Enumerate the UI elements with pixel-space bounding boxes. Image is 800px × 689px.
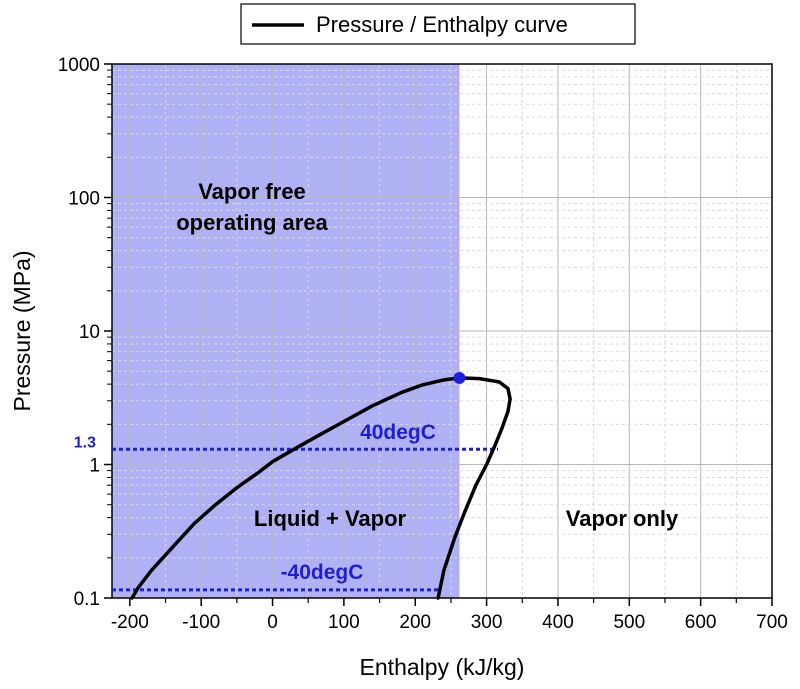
x-tick-label: -200 (111, 612, 149, 633)
x-tick-label: 500 (613, 612, 645, 633)
y-tick-label: 1000 (58, 55, 100, 76)
vapor-only-label: Vapor only (566, 506, 679, 531)
x-tick-label: 0 (267, 612, 278, 633)
critical-point-marker (453, 371, 466, 384)
x-axis-title: Enthalpy (kJ/kg) (360, 654, 525, 680)
liquid-vapor-label: Liquid + Vapor (254, 506, 407, 531)
y-tick-label: 100 (68, 189, 100, 210)
x-tick-label: 400 (542, 612, 574, 633)
region-label-line: operating area (176, 210, 328, 235)
isotherm-label: 40degC (360, 421, 436, 444)
x-tick-label: 600 (685, 612, 717, 633)
x-tick-label: 200 (399, 612, 431, 633)
pressure-marker-label: 1.3 (74, 434, 96, 451)
x-tick-label: 300 (471, 612, 503, 633)
isotherm-label: -40degC (281, 561, 364, 584)
legend-label: Pressure / Enthalpy curve (316, 12, 568, 37)
pressure-enthalpy-curve (130, 376, 512, 600)
x-tick-label: -100 (182, 612, 220, 633)
x-tick-label: 700 (756, 612, 788, 633)
y-tick-label: 10 (79, 322, 100, 343)
region-label-line: Vapor free (198, 179, 306, 204)
y-axis-title: Pressure (MPa) (9, 250, 35, 411)
x-tick-label: 100 (328, 612, 360, 633)
y-tick-label: 0.1 (74, 589, 100, 610)
legend-box (240, 3, 636, 45)
y-tick-label: 1 (89, 456, 100, 477)
